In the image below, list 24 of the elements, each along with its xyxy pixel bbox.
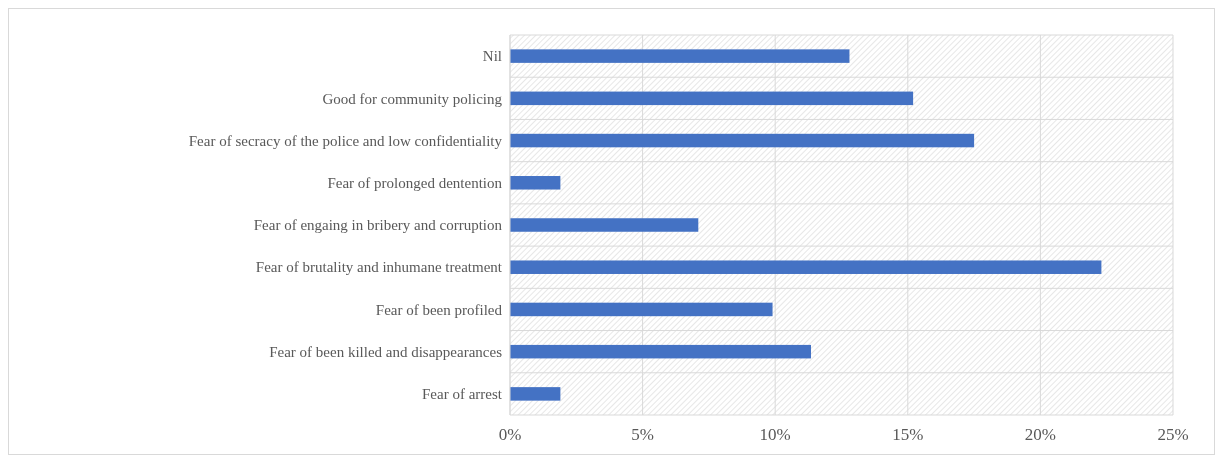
x-tick-label: 25% (1157, 425, 1189, 444)
y-tick-label: Fear of been profiled (375, 301, 503, 318)
x-tick-label: 15% (892, 425, 924, 444)
x-tick-label: 0% (498, 425, 522, 444)
bar (510, 387, 561, 401)
bar (510, 344, 811, 359)
y-tick-label: Fear of arrest (422, 386, 503, 403)
y-tick-label: Good for community policing (322, 90, 503, 107)
y-tick-label: Fear of prolonged dentention (327, 175, 503, 192)
x-tick-label: 20% (1024, 425, 1056, 444)
y-tick-label: Fear of secracy of the police and low confidentiality (188, 132, 503, 149)
y-tick-label: Nil (482, 48, 502, 65)
bar (510, 302, 773, 317)
bar (510, 91, 914, 106)
y-tick-label: Fear of brutality and inhumane treatment (255, 259, 503, 276)
x-tick-label: 10% (759, 425, 791, 444)
y-tick-label: Fear of been killed and disappearances (269, 343, 503, 360)
bar (510, 176, 561, 190)
bar (510, 260, 1102, 274)
bar (510, 49, 850, 63)
y-tick-label: Fear of engaing in bribery and corruption (253, 217, 503, 234)
bar (510, 133, 975, 148)
bar (510, 218, 699, 232)
x-tick-label: 5% (631, 425, 654, 444)
